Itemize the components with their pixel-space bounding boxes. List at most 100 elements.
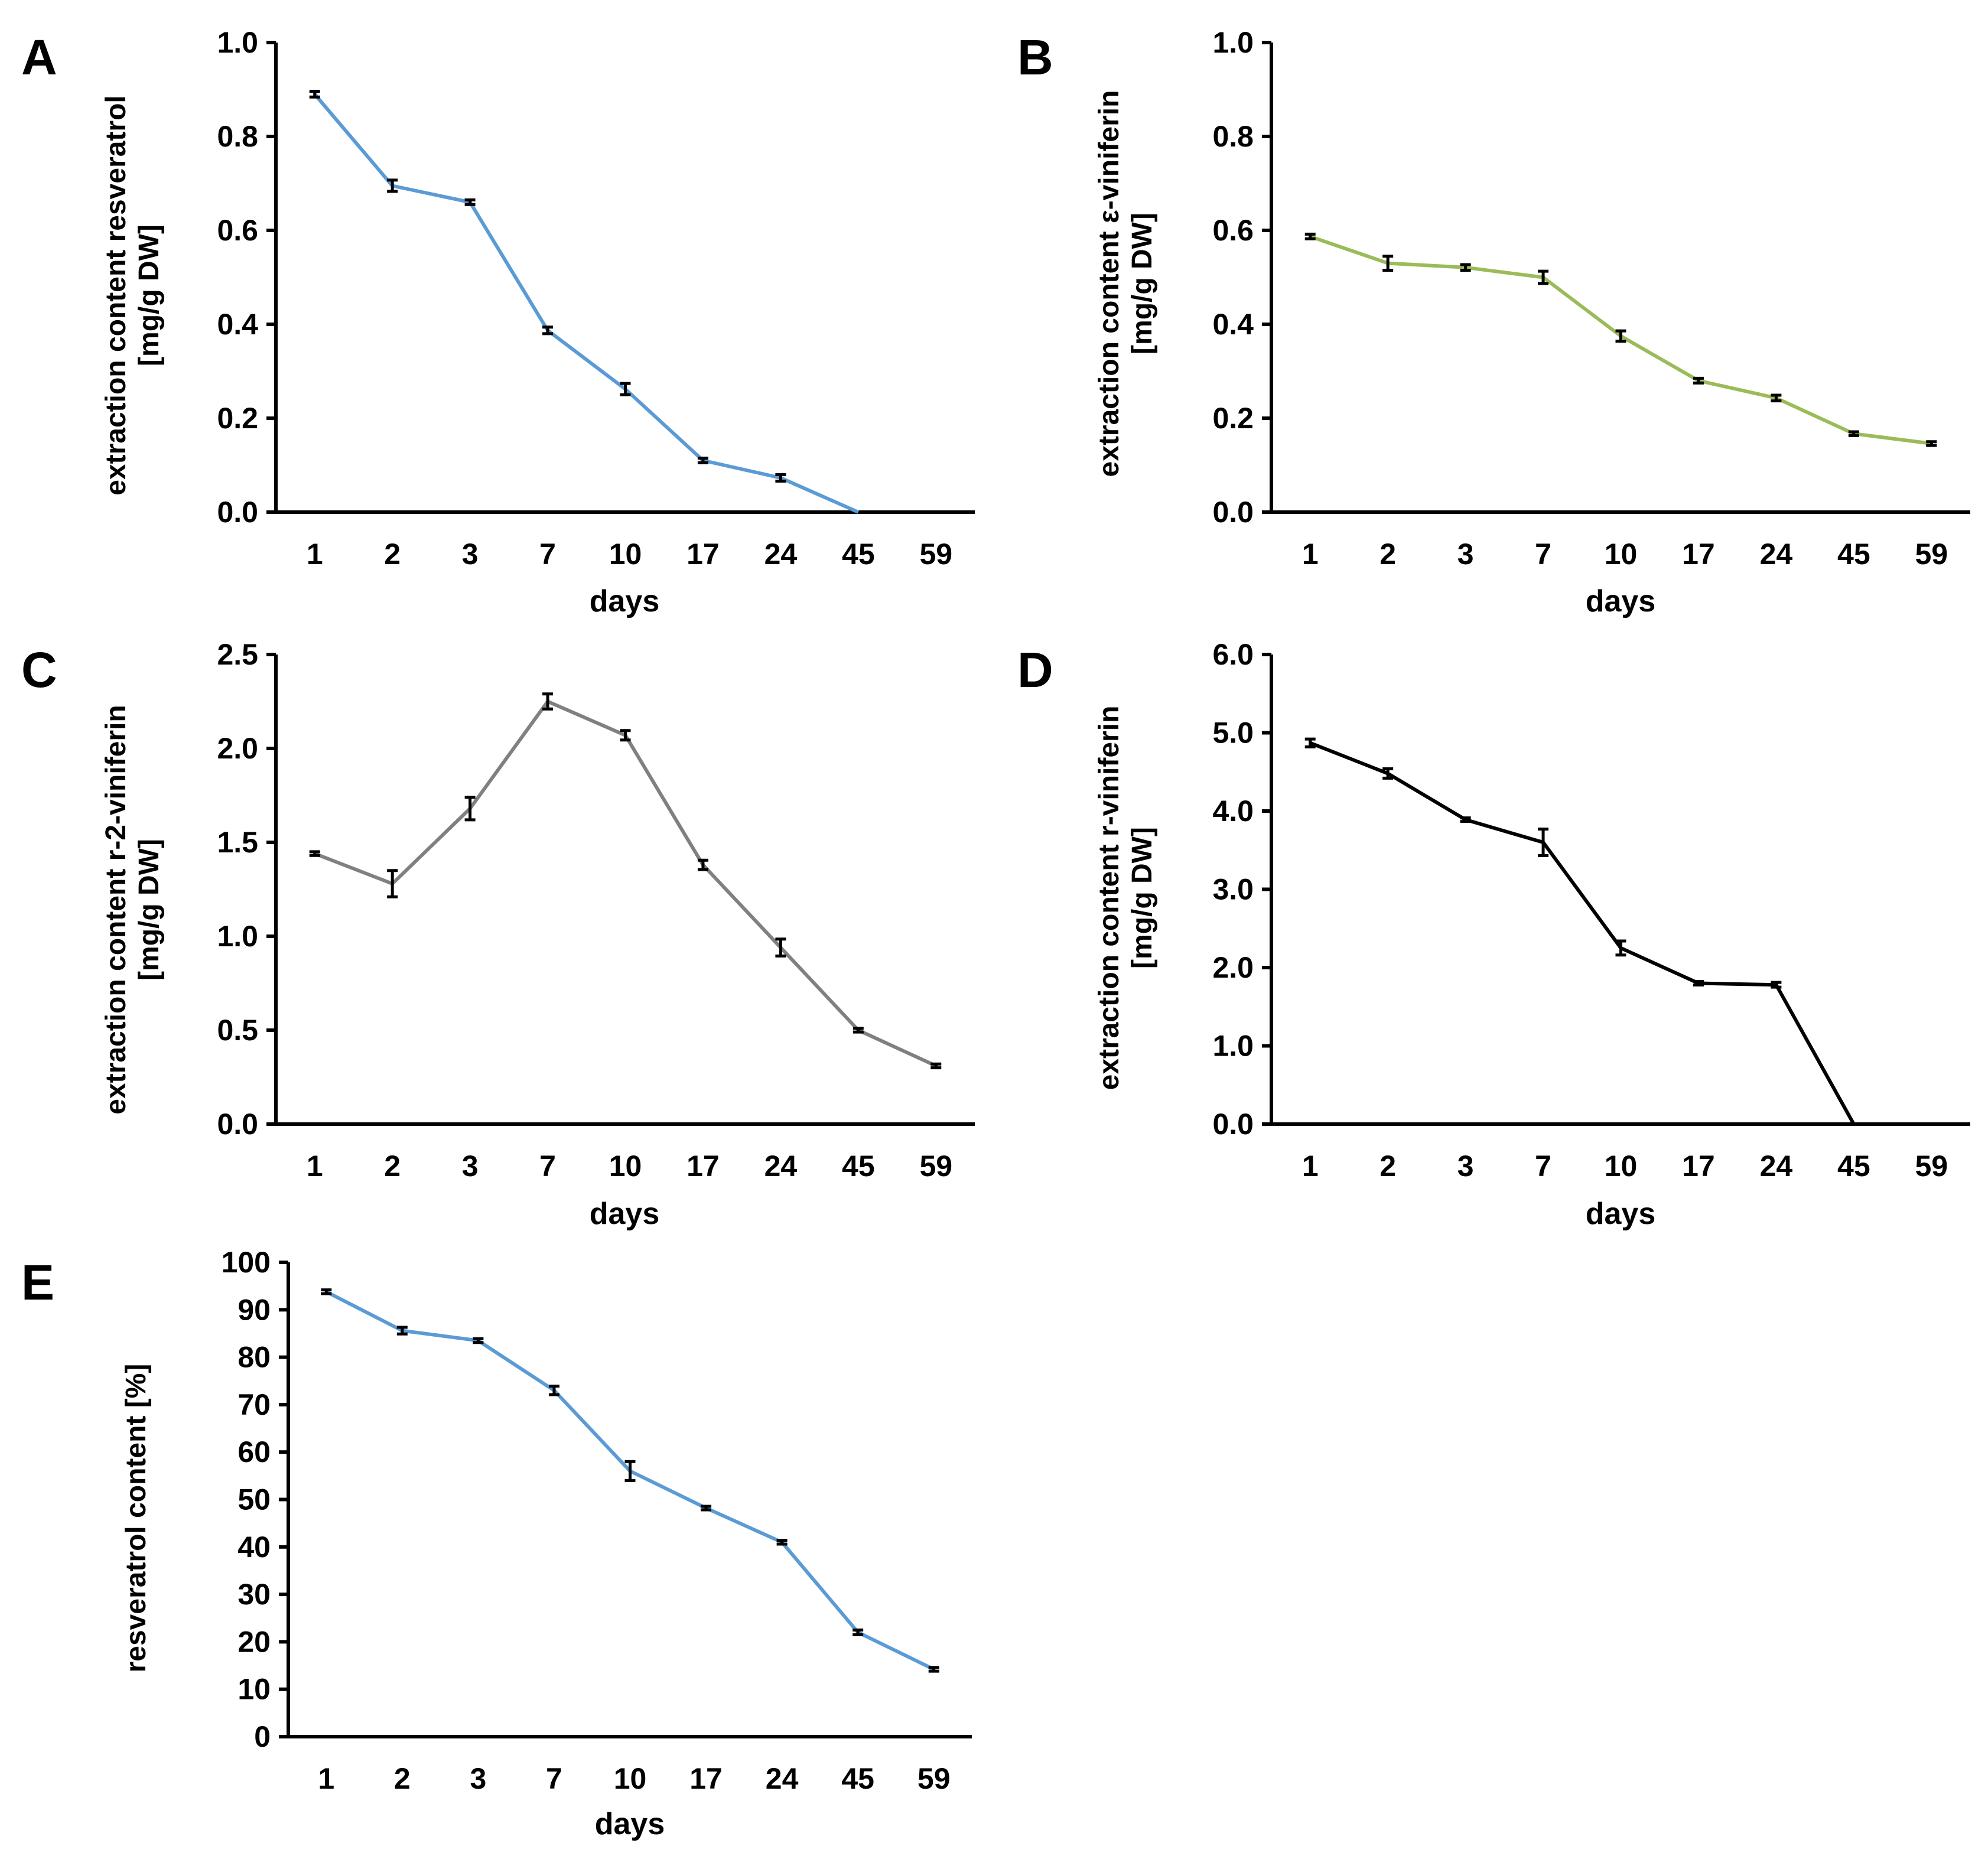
panel-e-x-tick-label: 2 — [394, 1762, 411, 1795]
panel-a-x-tick-label: 1 — [307, 538, 323, 571]
panel-a-data-point — [542, 325, 554, 336]
panel-b-y-axis-title-line1: extraction content ε-viniferin — [1094, 90, 1125, 477]
panel-c-x-tick-label: 7 — [539, 1150, 556, 1183]
panel-d-x-tick-label: 24 — [1760, 1150, 1793, 1183]
panel-d-x-tick-label: 45 — [1837, 1150, 1870, 1183]
panel-d-x-tick-label: 2 — [1379, 1150, 1396, 1183]
panel-a-x-tick-label: 7 — [539, 538, 556, 571]
panel-c-x-tick-label: 17 — [686, 1150, 720, 1183]
panel-c-x-tick-label: 3 — [462, 1150, 479, 1183]
panel-e-x-tick-label: 3 — [470, 1762, 486, 1795]
panel-d-data-point — [1538, 827, 1549, 858]
panel-a-y-tick-label: 1.0 — [217, 26, 258, 59]
panel-c-data-point — [697, 858, 708, 871]
panel-e-y-axis-title: resveratrol content [%] — [121, 1364, 152, 1673]
panel-c-y-axis-title-line1: extraction content r-2-viniferin — [100, 705, 132, 1114]
panel-e-data-point — [396, 1326, 408, 1336]
panel-e-y-tick-label: 20 — [237, 1625, 271, 1658]
panel-c-plot-area: 0.0 0.5 1.0 1.5 2.0 2.5 1 2 3 7 10 17 24 45 59 — [217, 638, 975, 1183]
panel-d-x-tick-label: 1 — [1302, 1150, 1319, 1183]
panel-e-x-tick-label: 17 — [689, 1762, 723, 1795]
panel-b-data-point — [1382, 255, 1394, 272]
panel-b-letter: B — [1017, 30, 1053, 85]
panel-b-x-axis-title: days — [1586, 584, 1656, 618]
panel-d-y-tick-label: 4.0 — [1212, 795, 1254, 828]
panel-d-data-point — [1693, 980, 1704, 986]
panel-a-data-point — [620, 382, 631, 396]
panel-d-y-tick-label: 6.0 — [1212, 638, 1254, 671]
panel-d-letter: D — [1017, 642, 1053, 698]
panel-c-x-tick-label: 10 — [609, 1150, 642, 1183]
panel-d-y-tick-label: 3.0 — [1212, 873, 1254, 906]
panel-d-data-point — [1382, 767, 1394, 780]
panel-a-y-axis-title-line1: extraction content resveratrol — [100, 95, 132, 496]
panel-b-y-tick-label: 1.0 — [1212, 26, 1254, 59]
panel-c-chart: C extraction content r-2-viniferin [mg/g… — [21, 638, 975, 1231]
panel-d-y-tick-label: 0.0 — [1212, 1108, 1254, 1141]
panel-c-x-tick-label: 24 — [764, 1150, 798, 1183]
panel-a-x-axis-title: days — [590, 584, 660, 618]
panel-e-y-tick-label: 40 — [237, 1531, 271, 1564]
panel-a-letter: A — [21, 30, 57, 85]
panel-d-x-tick-label: 3 — [1457, 1150, 1474, 1183]
panel-a-x-tick-label: 45 — [842, 538, 875, 571]
panel-d-data-point — [1460, 816, 1471, 823]
panel-b-x-tick-label: 3 — [1457, 538, 1474, 571]
panel-d-y-tick-label: 1.0 — [1212, 1030, 1254, 1063]
panel-d-y-axis-title-line1: extraction content r-viniferin — [1094, 706, 1125, 1090]
panel-e-data-point — [548, 1385, 559, 1396]
panel-e-y-tick-label: 60 — [237, 1435, 271, 1468]
panel-e-x-tick-label: 7 — [546, 1762, 562, 1795]
panel-e-x-tick-label: 10 — [614, 1762, 647, 1795]
panel-b-x-tick-label: 7 — [1535, 538, 1551, 571]
panel-d-plot-area: 0.0 1.0 2.0 3.0 4.0 5.0 6.0 1 2 3 7 10 17 24 45 59 — [1212, 638, 1970, 1183]
panel-a-y-tick-label: 0.8 — [217, 120, 258, 153]
panel-c-x-tick-label: 2 — [384, 1150, 401, 1183]
panel-e-y-tick-label: 50 — [237, 1483, 271, 1516]
panel-b-x-tick-label: 2 — [1379, 538, 1396, 571]
panel-e-data-point — [776, 1539, 788, 1546]
panel-b-x-tick-label: 24 — [1760, 538, 1793, 571]
panel-b-x-tick-label: 17 — [1682, 538, 1715, 571]
panel-a-plot-area: 0.0 0.2 0.4 0.6 0.8 1.0 1 2 3 7 10 17 24 45 59 — [217, 26, 975, 571]
panel-c-data-point — [620, 729, 631, 742]
panel-e-x-axis-title: days — [595, 1807, 665, 1841]
panel-d-y-tick-label: 2.0 — [1212, 951, 1254, 984]
panel-c-data-point — [387, 869, 398, 898]
panel-b-x-tick-label: 59 — [1915, 538, 1948, 571]
panel-d-x-tick-label: 10 — [1605, 1150, 1638, 1183]
panel-c-letter: C — [21, 642, 57, 698]
panel-c-x-axis-title: days — [590, 1197, 660, 1231]
panel-e-y-tick-label: 80 — [237, 1341, 271, 1374]
panel-c-y-tick-label: 2.5 — [217, 638, 258, 671]
panel-a-chart: A extraction content resveratrol [mg/g D… — [21, 26, 975, 618]
panel-a-x-tick-label: 17 — [686, 538, 720, 571]
panel-c-y-tick-label: 0.0 — [217, 1108, 258, 1141]
panel-c-y-tick-label: 2.0 — [217, 732, 258, 765]
panel-a-y-tick-label: 0.2 — [217, 402, 258, 435]
panel-d-x-tick-label: 17 — [1682, 1150, 1715, 1183]
panel-b-y-tick-label: 0.6 — [1212, 214, 1254, 247]
panel-b-plot-area: 0.0 0.2 0.4 0.6 0.8 1.0 1 2 3 7 10 17 24 45 59 — [1212, 26, 1970, 571]
panel-b-y-tick-label: 0.4 — [1212, 308, 1254, 341]
panel-e-data-point — [853, 1628, 864, 1636]
panel-a-series-line — [313, 93, 860, 514]
panel-a-data-point — [464, 198, 476, 206]
panel-b-y-tick-label: 0.8 — [1212, 120, 1254, 153]
panel-e-y-tick-label: 30 — [237, 1578, 271, 1611]
panel-b-data-point — [1615, 329, 1626, 343]
panel-c-x-tick-label: 45 — [842, 1150, 875, 1183]
panel-d-x-axis-title: days — [1586, 1197, 1656, 1231]
panel-b-data-point — [1460, 263, 1471, 272]
panel-d-y-axis-title-line2: [mg/g DW] — [1127, 827, 1158, 969]
panel-e-x-tick-label: 45 — [841, 1762, 874, 1795]
panel-d-chart: D extraction content r-viniferin [mg/g D… — [1017, 638, 1970, 1231]
panel-c-y-tick-label: 1.5 — [217, 826, 258, 859]
panel-b-chart: B extraction content ε-viniferin [mg/g D… — [1017, 26, 1970, 618]
panel-d-x-tick-label: 59 — [1915, 1150, 1948, 1183]
panel-c-x-tick-label: 59 — [919, 1150, 952, 1183]
panel-e-x-tick-label: 1 — [318, 1762, 334, 1795]
panel-a-data-point — [697, 457, 708, 465]
panel-a-x-tick-label: 2 — [384, 538, 401, 571]
